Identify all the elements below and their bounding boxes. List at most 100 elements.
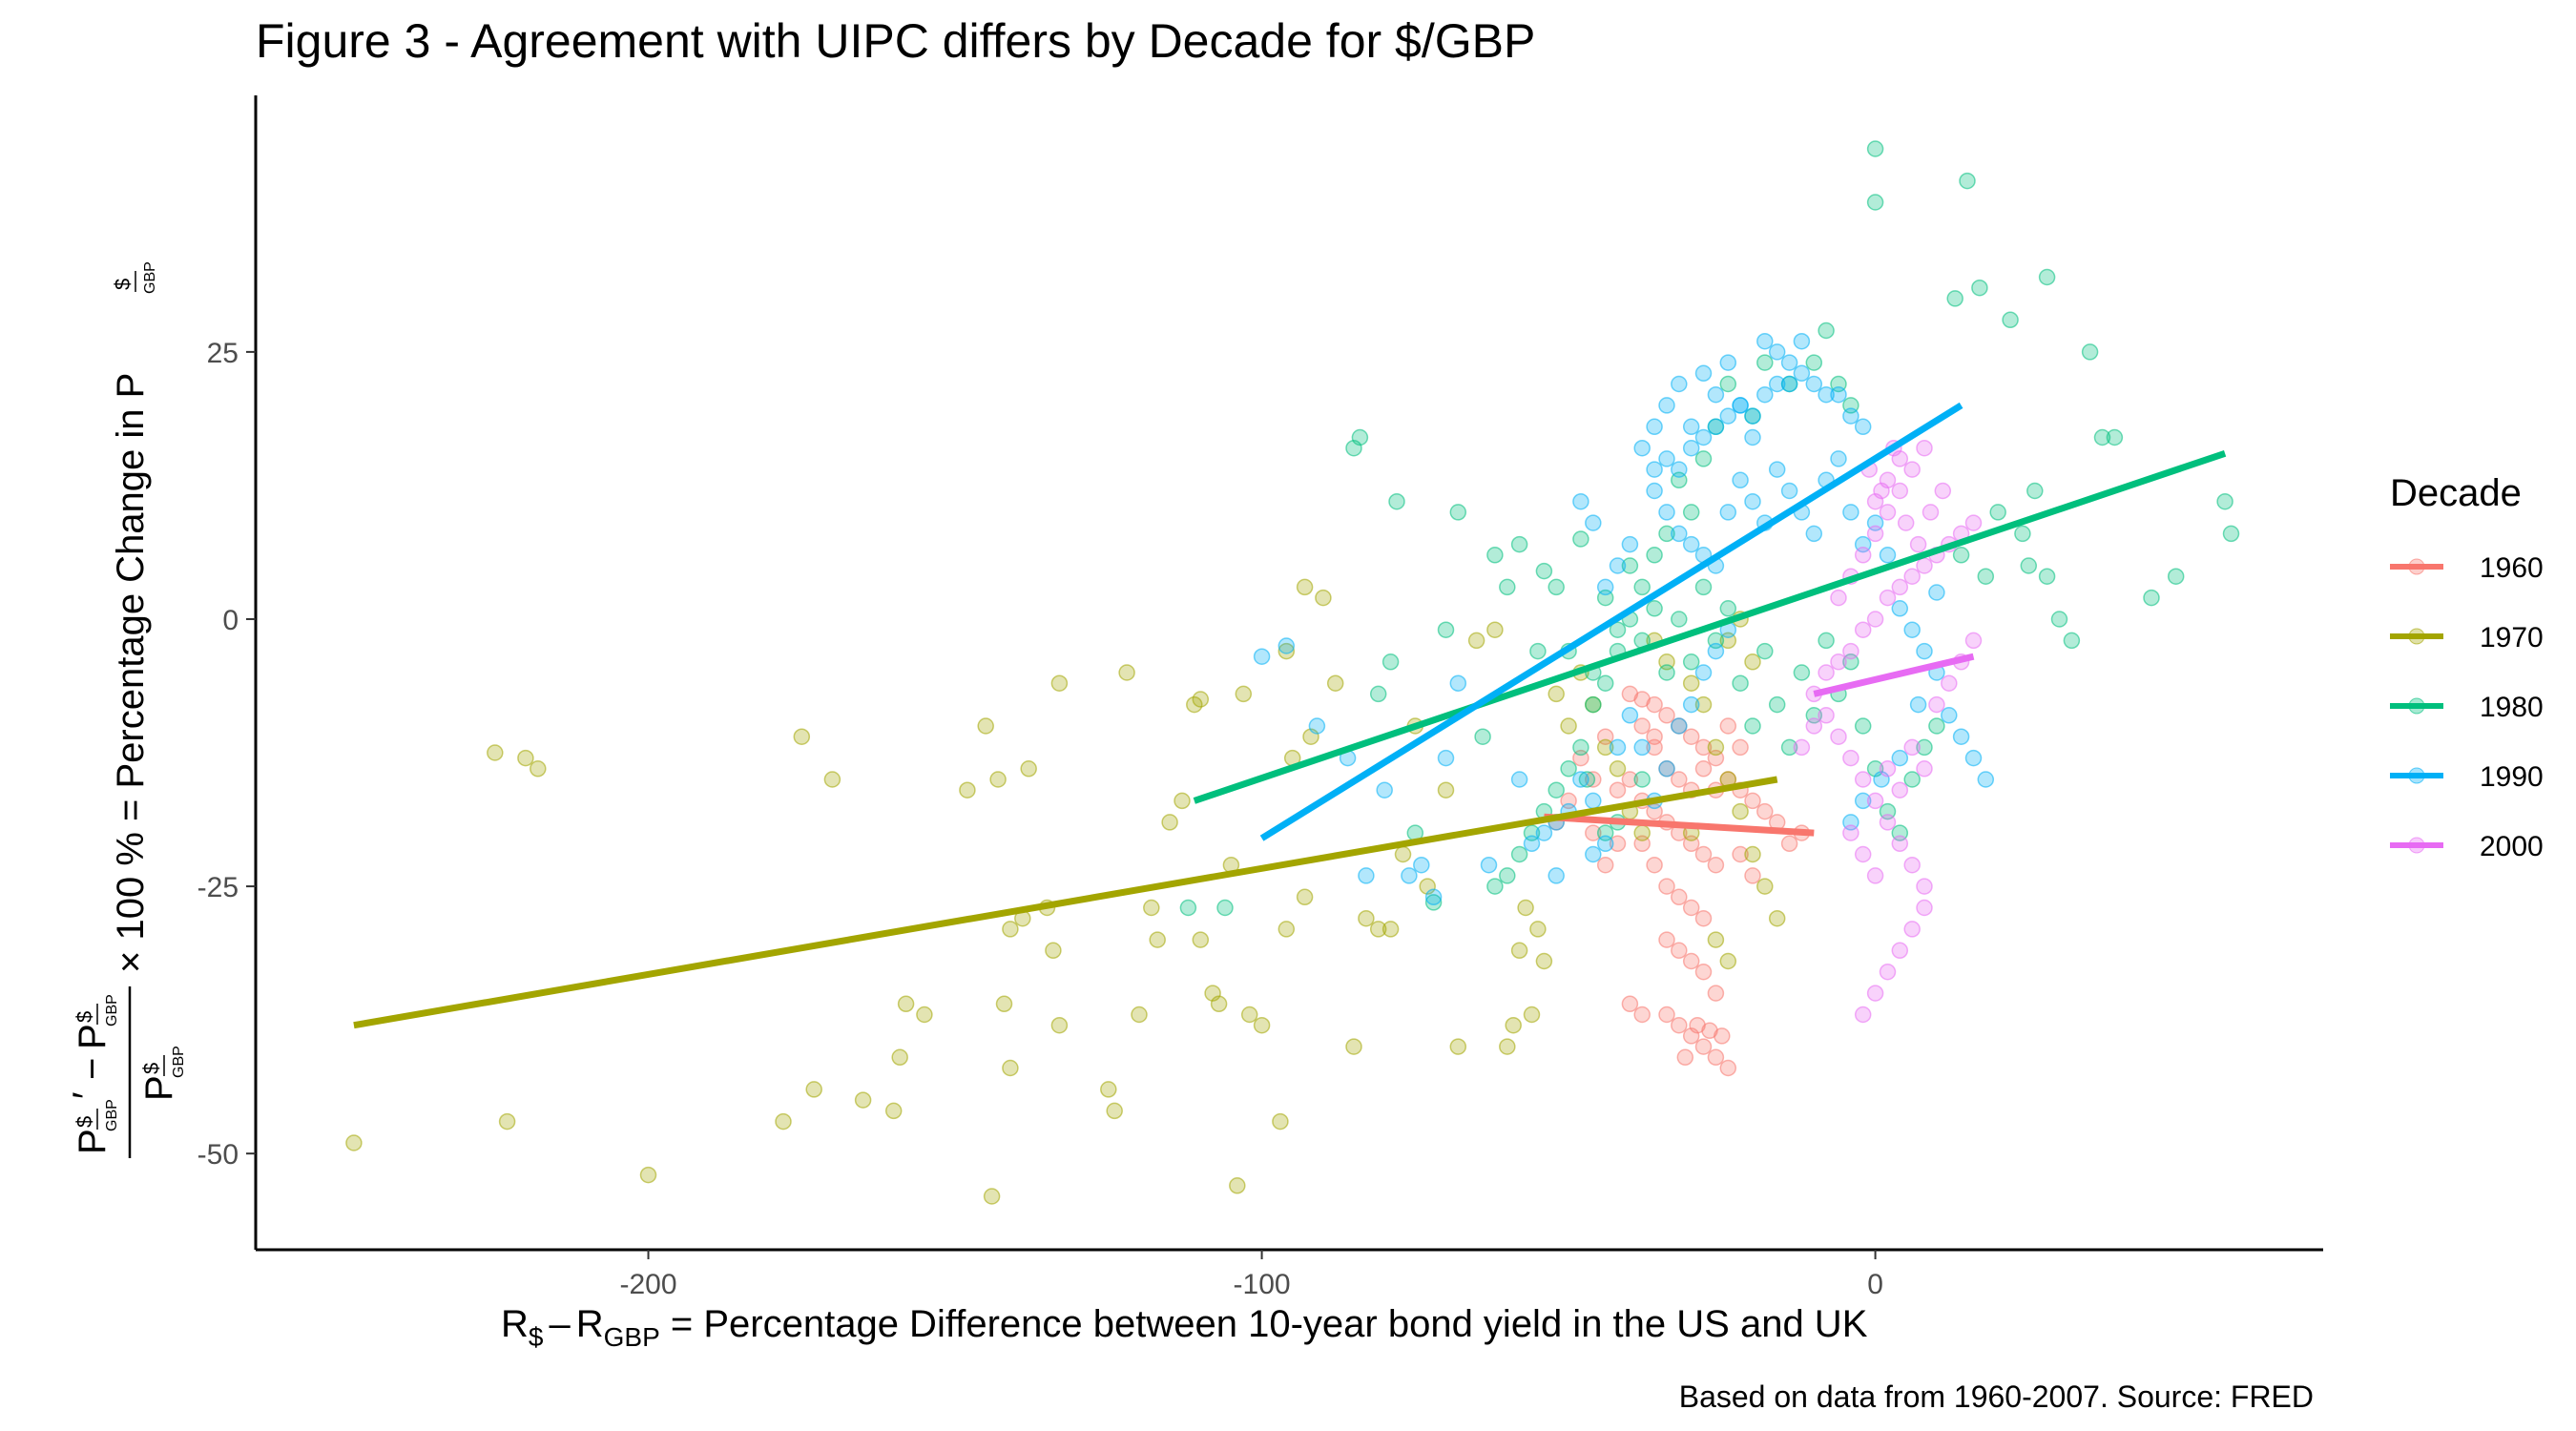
point-1990-5 <box>1376 781 1393 798</box>
point-1980-24 <box>1719 600 1737 617</box>
point-1990-44 <box>1793 364 1811 383</box>
trend-line-2000 <box>1813 653 1975 697</box>
point-1980-97 <box>1548 781 1565 798</box>
point-1980-40 <box>1916 738 1933 757</box>
point-1990-91 <box>1977 771 1995 788</box>
point-1960-43 <box>1676 1048 1694 1067</box>
point-1970-74 <box>1560 717 1577 735</box>
point-1990-59 <box>1744 428 1761 446</box>
point-1980-57 <box>2002 311 2019 329</box>
point-1980-74 <box>1977 568 1995 585</box>
point-1990-18 <box>1585 792 1602 810</box>
point-1970-17 <box>989 771 1007 788</box>
point-1970-13 <box>897 995 915 1013</box>
point-2000-17 <box>1854 771 1872 788</box>
legend-swatch-point-2000 <box>2408 837 2425 854</box>
point-1980-44 <box>1369 685 1387 703</box>
point-1970-25 <box>1050 1016 1069 1034</box>
point-1970-22 <box>1020 760 1037 778</box>
point-1980-16 <box>1621 557 1639 574</box>
point-1960-60 <box>1609 835 1627 853</box>
legend-items: 1960 1970 1980 1990 2000 <box>2390 552 2544 862</box>
point-2000-27 <box>1854 547 1872 564</box>
point-1980-56 <box>1971 279 1988 297</box>
point-1990-71 <box>1732 471 1749 489</box>
point-1970-27 <box>983 1188 1001 1205</box>
point-1970-65 <box>1529 921 1547 938</box>
point-1970-78 <box>1609 760 1627 778</box>
trend-line-1990 <box>1259 402 1963 841</box>
point-1960-28 <box>1682 899 1700 917</box>
point-1980-63 <box>2143 589 2160 607</box>
point-1990-12 <box>1510 771 1528 788</box>
point-1970-45 <box>1278 921 1296 938</box>
point-1990-99 <box>1891 749 1909 767</box>
point-1970-21 <box>1002 1059 1019 1077</box>
point-1980-43 <box>1216 899 1234 917</box>
point-1960-12 <box>1694 760 1713 778</box>
point-1990-74 <box>1768 461 1786 478</box>
point-2000-18 <box>1866 792 1884 810</box>
point-1970-16 <box>977 717 994 735</box>
point-1990-90 <box>1964 749 1983 767</box>
point-1990-89 <box>1952 728 1970 745</box>
point-1990-70 <box>1719 504 1737 521</box>
point-1960-46 <box>1714 1027 1731 1045</box>
point-1960-48 <box>1744 792 1761 810</box>
point-1990-53 <box>1671 375 1688 393</box>
point-1960-66 <box>1732 738 1749 757</box>
point-1970-42 <box>1240 1006 1258 1024</box>
point-1970-15 <box>959 781 976 798</box>
point-1970-50 <box>1345 1038 1362 1055</box>
point-2000-43 <box>1854 845 1872 863</box>
point-1990-34 <box>1671 461 1688 478</box>
point-1970-94 <box>1707 931 1725 948</box>
point-1970-29 <box>1106 1102 1123 1120</box>
point-1990-63 <box>1793 332 1811 350</box>
point-1970-57 <box>1437 781 1455 798</box>
ylabel-num-sub2: GBP <box>104 994 120 1027</box>
legend-label-1970: 1970 <box>2480 622 2544 653</box>
point-1960-30 <box>1658 931 1675 948</box>
point-1990-27 <box>1694 664 1713 681</box>
point-2000-5 <box>1866 611 1884 628</box>
point-1970-52 <box>1369 921 1387 938</box>
legend: Decade 1960 1970 1980 1990 2000 <box>2390 472 2544 862</box>
point-2000-36 <box>1854 1006 1872 1024</box>
point-1970-62 <box>1505 1016 1522 1034</box>
point-1980-26 <box>1744 717 1761 735</box>
point-1990-42 <box>1768 375 1786 393</box>
point-1980-76 <box>1805 354 1823 371</box>
point-1990-77 <box>1805 525 1823 543</box>
point-2000-37 <box>1866 985 1884 1002</box>
point-1990-57 <box>1719 354 1737 371</box>
point-1960-33 <box>1694 963 1713 981</box>
point-2000-9 <box>1916 557 1933 574</box>
point-2000-3 <box>1842 642 1859 660</box>
point-1980-49 <box>1578 771 1596 788</box>
point-1960-2 <box>1646 695 1663 714</box>
point-1990-21 <box>1621 707 1639 724</box>
point-1980-48 <box>1474 728 1491 745</box>
point-1960-5 <box>1682 728 1700 745</box>
point-1980-29 <box>1780 738 1798 757</box>
xlabel-r2: R <box>575 1303 604 1345</box>
point-1990-30 <box>1585 845 1602 863</box>
point-1980-77 <box>1818 321 1835 340</box>
point-1980-88 <box>1658 525 1675 543</box>
point-1970-43 <box>1253 1016 1271 1034</box>
point-2000-44 <box>1866 867 1884 884</box>
point-1960-57 <box>1585 771 1602 788</box>
point-1990-80 <box>1842 504 1859 521</box>
point-1980-86 <box>1682 504 1700 521</box>
point-1970-53 <box>1381 921 1400 938</box>
point-1980-15 <box>1609 621 1627 638</box>
point-1990-1 <box>1278 637 1296 654</box>
point-2000-49 <box>1903 738 1921 757</box>
point-1990-95 <box>1585 514 1602 531</box>
point-1970-59 <box>1467 632 1485 650</box>
point-1960-3 <box>1658 707 1675 724</box>
y-ticks: 25 0 -25 -50 <box>197 338 256 1171</box>
point-1980-94 <box>1585 695 1602 714</box>
